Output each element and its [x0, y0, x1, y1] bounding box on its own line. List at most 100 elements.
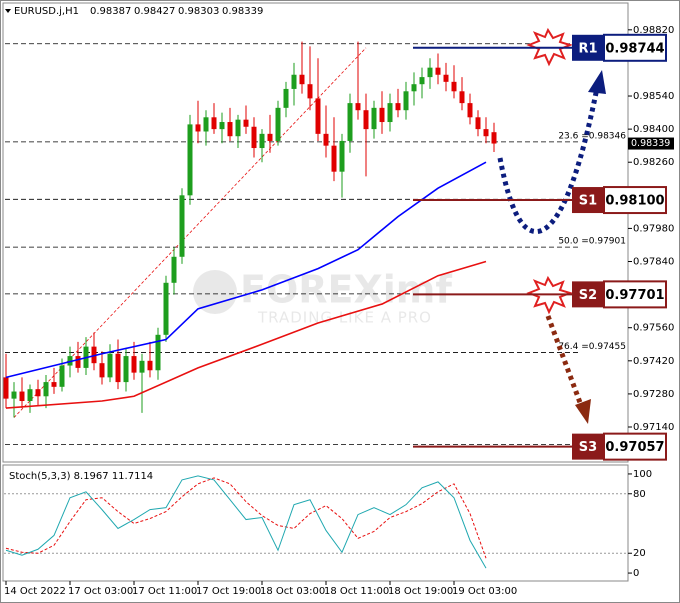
stoch-title: Stoch(5,3,3) 8.1967 11.7114	[9, 471, 153, 482]
level-value: 0.97057	[605, 440, 664, 455]
candle-body	[315, 98, 321, 134]
candle-body	[163, 282, 169, 335]
candle-body	[403, 91, 409, 111]
y-tick-label: 0.98820	[633, 25, 674, 36]
candle-body	[459, 91, 465, 104]
stoch-tick-label: 20	[633, 548, 646, 559]
candle-body	[299, 74, 305, 85]
level-value-box	[603, 280, 667, 309]
arrow-head	[588, 70, 606, 94]
candle-body	[267, 133, 273, 141]
level-value: 0.98100	[605, 194, 664, 209]
candle-body	[443, 74, 449, 82]
candle-body	[187, 124, 193, 196]
candle-body	[219, 122, 225, 130]
x-tick-label: 18 Oct 11:00	[324, 586, 389, 597]
candle-body	[259, 133, 265, 149]
fib-label: 76.4 =0.97455	[558, 342, 626, 352]
level-name: S1	[579, 194, 597, 209]
candle-body	[387, 103, 393, 123]
candle-body	[171, 256, 177, 283]
level-value: 0.98744	[605, 41, 664, 56]
y-tick-label: 0.97980	[633, 223, 674, 234]
candle-body	[419, 77, 425, 85]
candle-body	[331, 145, 337, 172]
level-name-box	[572, 34, 604, 61]
x-tick-label: 17 Oct 03:00	[68, 586, 133, 597]
y-tick-label: 0.97140	[633, 422, 674, 433]
stoch-tick-label: 100	[633, 469, 652, 480]
level-name: S2	[579, 288, 597, 303]
candle-body	[35, 389, 41, 397]
candle-body	[379, 107, 385, 123]
level-name-box	[572, 187, 604, 214]
stoch-frame	[2, 464, 629, 582]
level-value-box	[603, 33, 667, 62]
candle-body	[75, 356, 81, 368]
watermark: FOREXimf TRADING LIKE A PRO	[193, 268, 452, 327]
candle-body	[235, 119, 241, 137]
trendline	[13, 47, 367, 418]
stoch-tick-label: 80	[633, 489, 646, 500]
moving-average	[5, 161, 487, 379]
main-frame	[2, 2, 629, 463]
x-tick-label: 19 Oct 03:00	[452, 586, 517, 597]
stoch-signal	[5, 477, 487, 559]
candle-body	[467, 103, 473, 118]
x-tick-label: 18 Oct 19:00	[388, 586, 453, 597]
candle-body	[307, 84, 313, 99]
level-value-box	[603, 186, 667, 215]
x-tick-label: 18 Oct 03:00	[260, 586, 325, 597]
candle-body	[51, 382, 57, 387]
y-tick-label: 0.97560	[633, 323, 674, 334]
header-symbol: EURUSD.j,H1	[14, 6, 79, 17]
stoch-tick-label: 0	[633, 568, 639, 579]
candle-body	[275, 107, 281, 141]
header: EURUSD.j,H1 0.98387 0.98427 0.98303 0.98…	[5, 6, 263, 17]
y-tick-label: 0.98260	[633, 157, 674, 168]
watermark-logo	[193, 270, 237, 314]
x-tick-label: 17 Oct 19:00	[196, 586, 261, 597]
candle-body	[227, 122, 233, 137]
candle-body	[347, 103, 353, 141]
candle-body	[291, 74, 297, 89]
candle-body	[475, 117, 481, 130]
level-value: 0.97701	[605, 288, 664, 303]
candle-body	[483, 129, 489, 137]
y-tick-label: 0.98540	[633, 91, 674, 102]
candle-body	[395, 103, 401, 111]
level-name: R1	[578, 41, 597, 56]
header-arrow	[5, 9, 11, 13]
level-value-box	[603, 432, 667, 461]
candle-body	[435, 67, 441, 75]
candle-body	[19, 391, 25, 402]
candle-body	[355, 103, 361, 111]
candle-body	[107, 353, 113, 378]
candle-body	[179, 195, 185, 257]
watermark-tagline: TRADING LIKE A PRO	[257, 309, 432, 327]
y-tick-label: 0.97840	[633, 257, 674, 268]
watermark-brand: FOREXimf	[240, 268, 452, 312]
candle-body	[427, 67, 433, 78]
header-open: 0.98387	[90, 6, 131, 17]
candle-body	[123, 356, 129, 383]
header-high: 0.98427	[134, 6, 175, 17]
candle-body	[99, 363, 105, 378]
header-low: 0.98303	[178, 6, 219, 17]
candle-body	[147, 360, 153, 371]
candle-body	[251, 126, 257, 149]
fib-label: 50.0 =0.97901	[558, 237, 626, 247]
level-name: S3	[579, 440, 597, 455]
candle-body	[339, 140, 345, 172]
candle-body	[243, 119, 249, 127]
candle-body	[491, 132, 497, 144]
moving-average	[5, 260, 487, 409]
candle-body	[27, 389, 33, 402]
y-tick-label: 0.97420	[633, 356, 674, 367]
candle-body	[59, 365, 65, 387]
candle-body	[43, 382, 49, 397]
current-price: 0.98339	[631, 138, 670, 149]
header-close: 0.98339	[222, 6, 263, 17]
